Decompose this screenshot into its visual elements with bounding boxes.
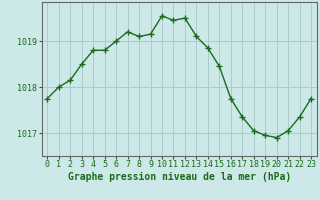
X-axis label: Graphe pression niveau de la mer (hPa): Graphe pression niveau de la mer (hPa) bbox=[68, 172, 291, 182]
